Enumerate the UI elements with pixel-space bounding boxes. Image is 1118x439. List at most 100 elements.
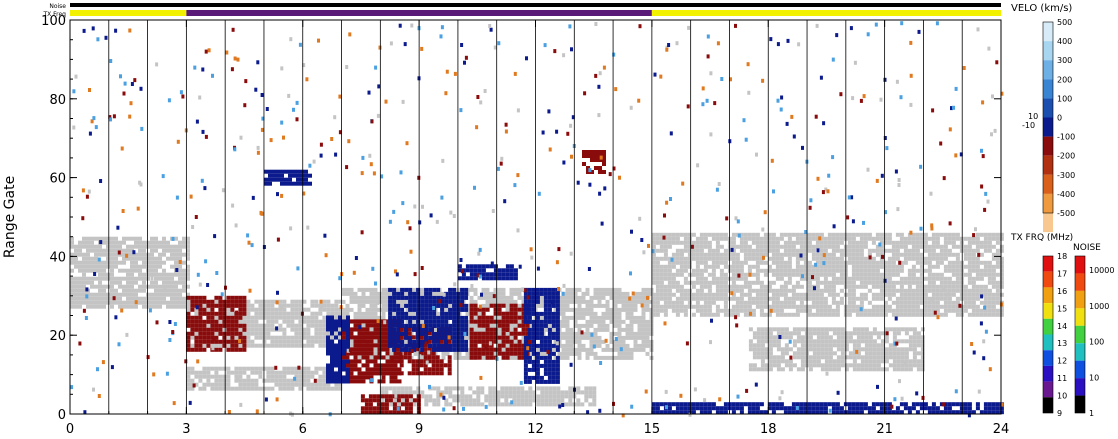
echo-cell [573, 323, 578, 328]
echo-cell [807, 264, 812, 269]
echo-cell [493, 287, 498, 292]
echo-cell [703, 232, 708, 237]
echo-cell [310, 335, 315, 340]
echo-cell [130, 276, 134, 281]
echo-cell [142, 248, 146, 253]
echo-cell [868, 363, 873, 368]
echo-cell [341, 307, 346, 312]
echo-cell [719, 256, 724, 261]
echo-cell [481, 355, 486, 360]
echo-cell [864, 343, 869, 348]
echo-cell [525, 331, 530, 336]
echo-cell [943, 256, 948, 261]
echo-cell [871, 308, 876, 313]
echo-cell [568, 398, 573, 403]
echo-cell [590, 158, 594, 162]
echo-cell [469, 335, 474, 340]
echo-cell [198, 378, 203, 383]
echo-cell [282, 339, 287, 344]
echo-cell [505, 339, 510, 344]
echo-cell [791, 284, 796, 289]
echo-cell [831, 264, 836, 269]
echo-cell [488, 398, 493, 403]
echo-cell [318, 374, 323, 379]
echo-cell [597, 295, 602, 300]
echo-cell [206, 374, 211, 379]
echo-cell [707, 232, 712, 237]
echo-cell [871, 260, 876, 265]
echo-cell [772, 359, 777, 364]
echo-cell [262, 323, 267, 328]
echo-cell [393, 359, 398, 364]
echo-cell [719, 272, 724, 277]
echo-cell [424, 402, 429, 407]
echo-cell [859, 304, 864, 309]
echo-cell [819, 264, 824, 269]
echo-cell [419, 351, 424, 356]
echo-cell [408, 410, 413, 415]
echo-cell [142, 264, 146, 269]
echo-cell [675, 300, 680, 305]
echo-cell [955, 276, 960, 281]
echo-cell [679, 268, 684, 273]
echo-cell [903, 244, 908, 249]
echo-cell [747, 268, 752, 273]
echo-cell [971, 248, 976, 253]
echo-cell [110, 244, 114, 249]
echo-cell [565, 343, 570, 348]
echo-cell [408, 394, 413, 399]
echo-cell [819, 296, 824, 301]
echo-cell [389, 379, 394, 384]
echo-cell [799, 240, 804, 245]
echo-cell [577, 299, 582, 304]
echo-cell [258, 370, 263, 375]
echo-cell [469, 355, 474, 360]
echo-cell [887, 288, 892, 293]
echo-cell [162, 252, 166, 257]
echo-cell [501, 327, 506, 332]
echo-cell [895, 296, 900, 301]
echo-cell [827, 280, 832, 285]
echo-cell [931, 280, 936, 285]
echo-cell [138, 300, 142, 305]
echo-cell [536, 394, 541, 399]
echo-cell [134, 268, 138, 273]
echo-cell [365, 295, 370, 300]
echo-cell [110, 300, 114, 305]
echo-cell [895, 288, 900, 293]
echo-cell [999, 260, 1004, 265]
echo-cell [122, 248, 126, 253]
echo-cell [912, 351, 917, 356]
echo-cell [629, 299, 634, 304]
echo-cell [521, 295, 526, 300]
echo-cell [78, 244, 82, 249]
echo-cell [576, 390, 581, 395]
echo-cell [943, 296, 948, 301]
echo-cell [645, 323, 650, 328]
echo-cell [521, 351, 526, 356]
echo-cell [102, 272, 106, 277]
echo-cell [150, 252, 154, 257]
echo-cell [428, 394, 433, 399]
echo-cell [521, 315, 526, 320]
echo-cell [473, 311, 478, 316]
echo-cell [126, 288, 130, 293]
echo-cell [867, 268, 872, 273]
echo-cell [182, 300, 186, 305]
echo-cell [900, 339, 905, 344]
echo-cell [258, 374, 263, 379]
echo-cell [194, 311, 199, 316]
echo-cell [290, 303, 295, 308]
echo-cell [310, 339, 315, 344]
echo-cell [605, 307, 610, 312]
echo-cell [361, 363, 366, 368]
echo-cell [477, 327, 482, 332]
echo-cell [469, 331, 474, 336]
echo-cell [967, 260, 972, 265]
echo-cell [851, 276, 856, 281]
echo-cell [392, 406, 397, 411]
echo-cell [699, 260, 704, 265]
echo-cell [214, 370, 219, 375]
echo-cell [775, 256, 780, 261]
echo-cell [98, 300, 102, 305]
